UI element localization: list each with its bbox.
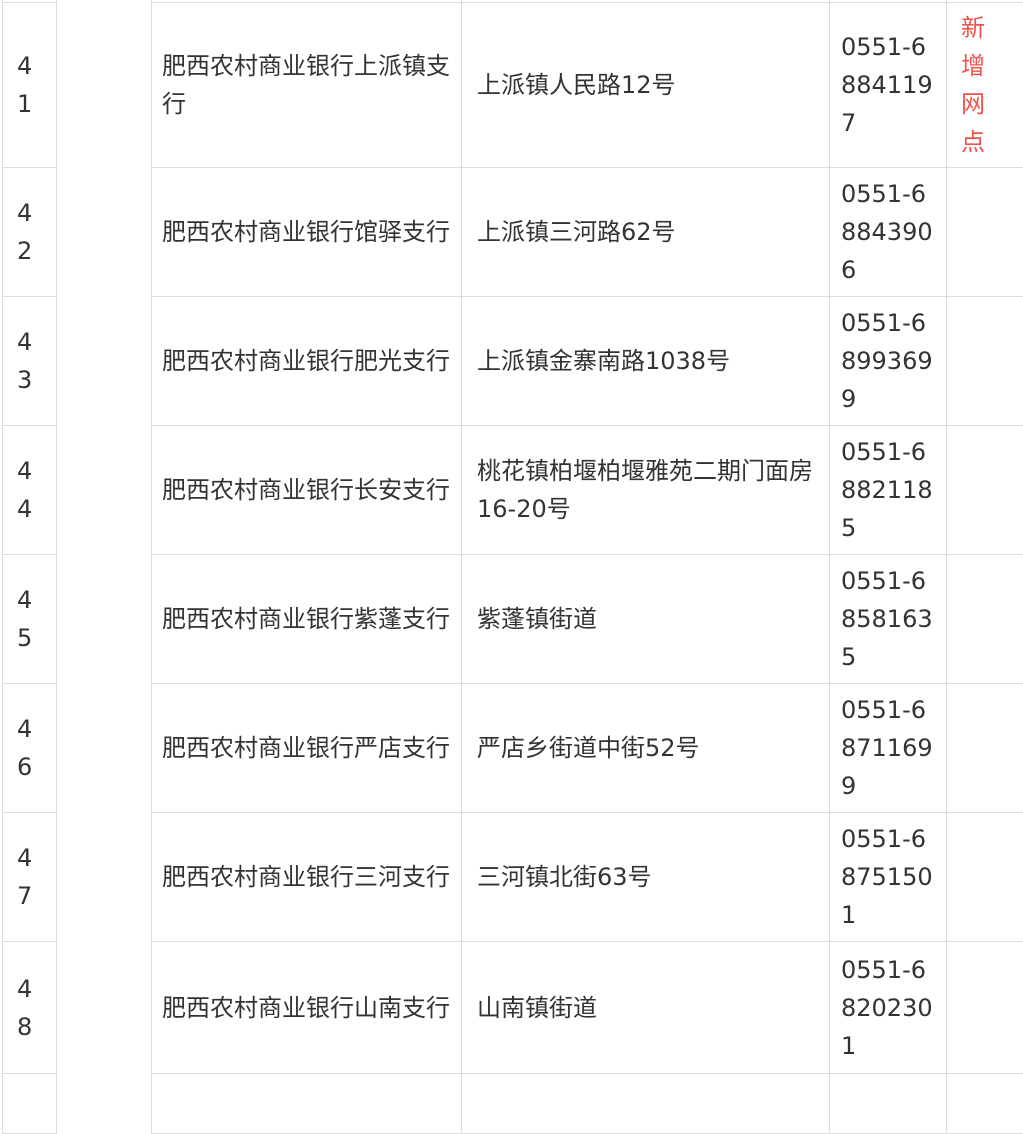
branch-remark-cell [947,426,1023,555]
branch-phone-cell: 0551-68821185 [830,426,947,555]
merged-category-cell [57,0,152,1134]
branch-remark-cell: 新增网点 [947,3,1023,168]
branch-address-cell: 桃花镇柏堰柏堰雅苑二期门面房16-20号 [462,426,830,555]
branch-remark-cell [947,297,1023,426]
branch-address-cell: 严店乡街道中街52号 [462,684,830,813]
branch-phone-cell: 0551-68843906 [830,168,947,297]
branch-address-cell [462,1074,830,1134]
branch-phone-cell: 0551-68993699 [830,297,947,426]
row-number-cell: 46 [3,684,57,813]
branch-name-cell: 肥西农村商业银行上派镇支行 [152,3,462,168]
branch-phone-cell: 0551-68841197 [830,3,947,168]
row-number-cell: 48 [3,942,57,1074]
page-body: { "colors": { "background": "#ffffff", "… [0,0,1023,1078]
branch-address-cell: 紫蓬镇街道 [462,555,830,684]
branch-address-cell: 上派镇三河路62号 [462,168,830,297]
row-number-cell: 44 [3,426,57,555]
table-row-41: 41 肥西农村商业银行上派镇支行 上派镇人民路12号 0551-68841197… [3,3,1023,168]
row-number-cell: 42 [3,168,57,297]
row-number-cell: 43 [3,297,57,426]
row-number-cell [3,1074,57,1134]
table-row-47: 47 肥西农村商业银行三河支行 三河镇北街63号 0551-68751501 [3,813,1023,942]
branch-address-cell: 山南镇街道 [462,942,830,1074]
table-row-48: 48 肥西农村商业银行山南支行 山南镇街道 0551-68202301 [3,942,1023,1074]
branch-phone-cell [830,1074,947,1134]
branch-phone-cell: 0551-68751501 [830,813,947,942]
branch-phone-cell: 0551-68581635 [830,555,947,684]
branch-remark-cell [947,1074,1023,1134]
branch-name-cell [152,1074,462,1134]
branch-address-cell: 上派镇人民路12号 [462,3,830,168]
branch-remark-cell [947,168,1023,297]
branch-name-cell: 肥西农村商业银行山南支行 [152,942,462,1074]
table-row-42: 42 肥西农村商业银行馆驿支行 上派镇三河路62号 0551-68843906 [3,168,1023,297]
branch-name-cell: 肥西农村商业银行肥光支行 [152,297,462,426]
branch-address-cell: 三河镇北街63号 [462,813,830,942]
branch-name-cell: 肥西农村商业银行三河支行 [152,813,462,942]
branch-remark-cell [947,942,1023,1074]
branch-remark-cell [947,684,1023,813]
row-number-cell: 41 [3,3,57,168]
branch-address-cell: 上派镇金寨南路1038号 [462,297,830,426]
branch-remark-cell [947,555,1023,684]
table-row-44: 44 肥西农村商业银行长安支行 桃花镇柏堰柏堰雅苑二期门面房16-20号 055… [3,426,1023,555]
branch-phone-cell: 0551-68202301 [830,942,947,1074]
branch-phone-cell: 0551-68711699 [830,684,947,813]
table-row-43: 43 肥西农村商业银行肥光支行 上派镇金寨南路1038号 0551-689936… [3,297,1023,426]
table-row-46: 46 肥西农村商业银行严店支行 严店乡街道中街52号 0551-68711699 [3,684,1023,813]
row-number-cell: 45 [3,555,57,684]
branch-name-cell: 肥西农村商业银行馆驿支行 [152,168,462,297]
branch-remark-cell [947,813,1023,942]
table-row-45: 45 肥西农村商业银行紫蓬支行 紫蓬镇街道 0551-68581635 [3,555,1023,684]
branch-name-cell: 肥西农村商业银行紫蓬支行 [152,555,462,684]
branch-name-cell: 肥西农村商业银行长安支行 [152,426,462,555]
new-branch-badge: 新增网点 [961,14,985,156]
branch-name-cell: 肥西农村商业银行严店支行 [152,684,462,813]
row-number-cell: 47 [3,813,57,942]
table-row-below-cutoff [3,1074,1023,1134]
